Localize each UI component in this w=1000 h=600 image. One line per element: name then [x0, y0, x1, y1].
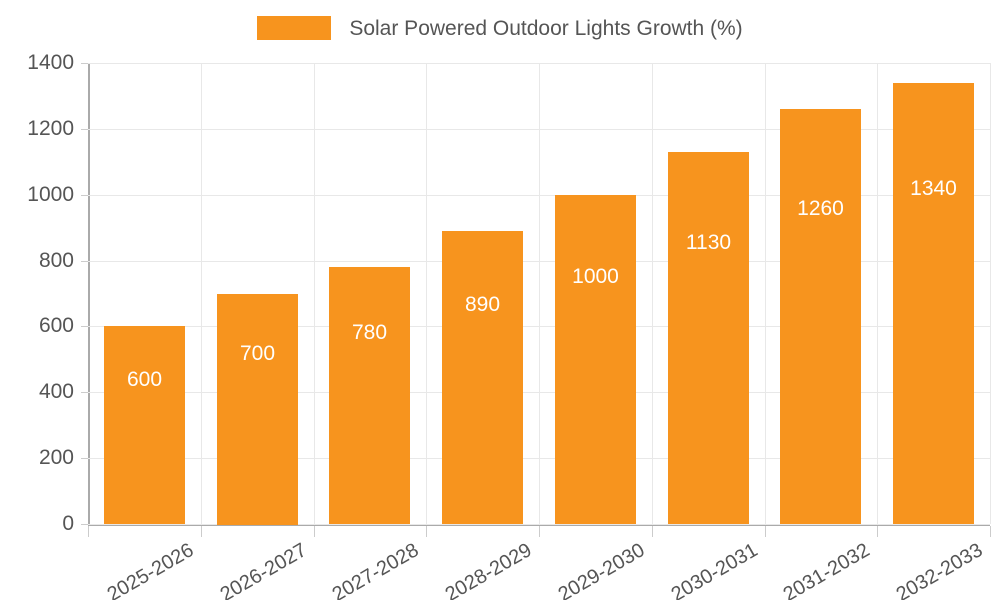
x-tick-mark	[88, 526, 89, 537]
x-tick-mark	[652, 526, 653, 537]
x-gridline	[765, 63, 766, 524]
y-tick-label: 600	[38, 314, 74, 337]
x-axis-line	[88, 524, 990, 526]
x-gridline	[539, 63, 540, 524]
y-tick-mark	[81, 458, 88, 459]
y-tick-mark	[81, 261, 88, 262]
x-tick-mark	[426, 526, 427, 537]
x-tick-label: 2030-2031	[667, 539, 762, 600]
y-tick-label: 1200	[27, 117, 74, 140]
y-tick-mark	[81, 63, 88, 64]
plot-area: 600 700 780 890 1000 1130 1260 1340	[88, 63, 991, 525]
y-tick-mark	[81, 129, 88, 130]
y-axis-line	[88, 63, 90, 526]
y-tick-label: 800	[38, 249, 74, 272]
bar[interactable]	[780, 109, 861, 524]
legend-entry[interactable]: Solar Powered Outdoor Lights Growth (%)	[257, 16, 743, 40]
x-tick-mark	[539, 526, 540, 537]
x-gridline	[314, 63, 315, 524]
y-tick-label: 1000	[27, 183, 74, 206]
x-gridline	[201, 63, 202, 524]
bar-value-label: 600	[126, 368, 163, 391]
x-tick-mark	[201, 526, 202, 537]
y-tick-label: 200	[38, 446, 74, 469]
y-tick-mark	[81, 195, 88, 196]
bar[interactable]	[329, 267, 410, 524]
legend-color-swatch	[257, 16, 332, 40]
x-tick-mark	[314, 526, 315, 537]
chart-legend: Solar Powered Outdoor Lights Growth (%)	[0, 10, 1000, 46]
y-tick-mark	[81, 392, 88, 393]
bar[interactable]	[217, 294, 298, 525]
bar[interactable]	[104, 326, 185, 524]
legend-label: Solar Powered Outdoor Lights Growth (%)	[349, 16, 743, 40]
bar-value-label: 1340	[910, 177, 957, 200]
y-tick-mark	[81, 524, 88, 525]
bar-value-label: 890	[464, 293, 501, 316]
x-gridline	[990, 63, 991, 524]
y-tick-label: 1400	[27, 51, 74, 74]
bar-value-label: 1000	[572, 265, 619, 288]
bar[interactable]	[893, 83, 974, 524]
bar-value-label: 700	[239, 342, 276, 365]
y-tick-label: 400	[38, 380, 74, 403]
x-tick-mark	[765, 526, 766, 537]
x-tick-label: 2025-2026	[103, 539, 198, 600]
bar-value-label: 1130	[685, 231, 732, 254]
y-tick-label: 0	[62, 512, 74, 535]
y-gridline	[88, 524, 990, 525]
x-gridline	[652, 63, 653, 524]
x-gridline	[877, 63, 878, 524]
x-tick-mark	[877, 526, 878, 537]
x-gridline	[426, 63, 427, 524]
bar-value-label: 1260	[797, 197, 844, 220]
y-tick-mark	[81, 326, 88, 327]
bar-value-label: 780	[351, 321, 388, 344]
bar[interactable]	[668, 152, 749, 524]
bar[interactable]	[555, 195, 636, 524]
x-tick-mark	[990, 526, 991, 537]
bar[interactable]	[442, 231, 523, 524]
